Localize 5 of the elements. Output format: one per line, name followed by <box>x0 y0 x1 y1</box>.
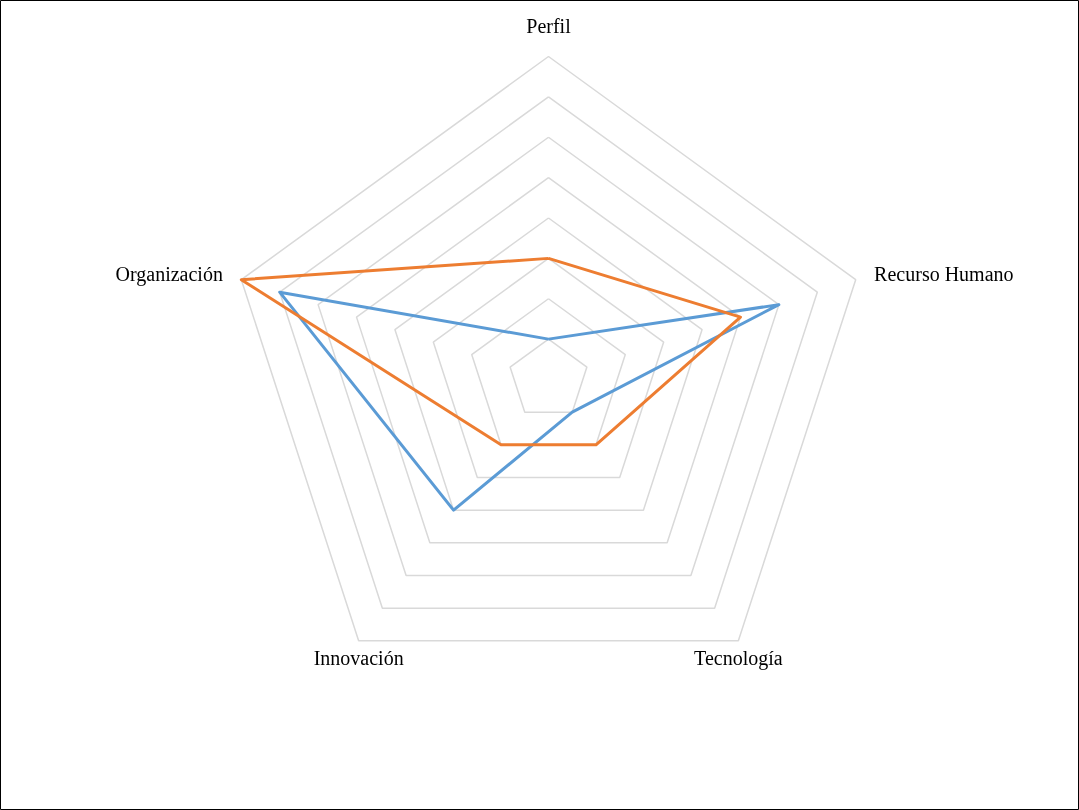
spoke-label: Organización <box>115 262 223 286</box>
spoke-label: Recurso Humano <box>874 262 1014 285</box>
spoke-label: Perfil <box>526 15 572 38</box>
spoke-label: Tecnología <box>694 647 783 671</box>
spoke-label: Innovación <box>313 647 404 670</box>
